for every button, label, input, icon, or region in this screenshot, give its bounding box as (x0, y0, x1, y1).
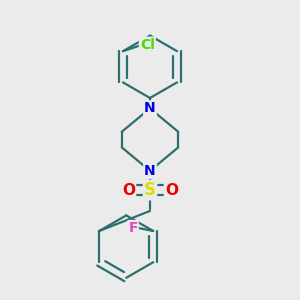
Text: S: S (144, 181, 156, 199)
Text: N: N (144, 101, 156, 116)
Text: O: O (165, 183, 178, 198)
Text: F: F (128, 221, 138, 235)
Text: O: O (122, 183, 135, 198)
Text: N: N (144, 164, 156, 178)
Text: Cl: Cl (140, 38, 155, 52)
